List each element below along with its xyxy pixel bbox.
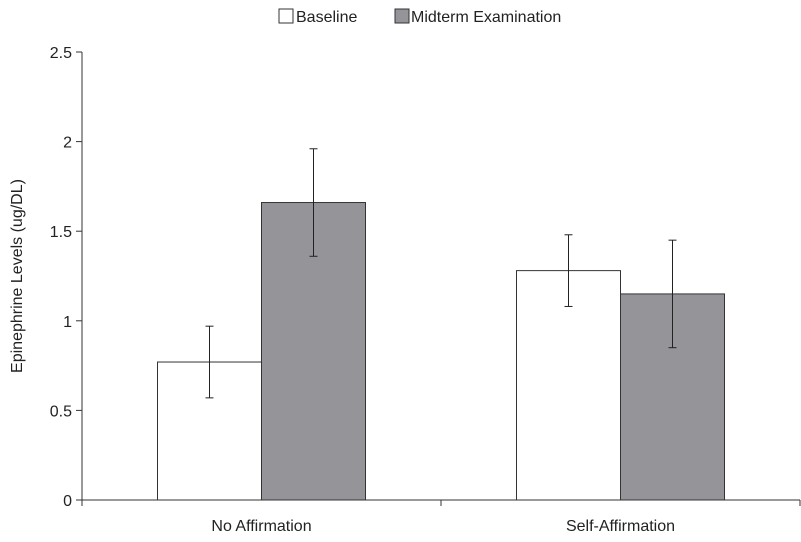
- y-axis-label: Epinephrine Levels (ug/DL): [9, 179, 26, 373]
- x-tick-label: Self-Affirmation: [566, 518, 675, 535]
- legend: Baseline Midterm Examination: [278, 8, 561, 26]
- bar-baseline: [516, 270, 621, 501]
- legend-label-midterm: Midterm Examination: [411, 9, 561, 26]
- y-tick-label: 1.5: [50, 224, 72, 241]
- legend-label-baseline: Baseline: [296, 9, 357, 26]
- error-bars: [205, 148, 677, 399]
- y-tick-label: 0: [63, 493, 72, 510]
- bars: [157, 202, 725, 501]
- x-tick-label: No Affirmation: [211, 518, 311, 535]
- y-tick-label: 0.5: [50, 403, 72, 420]
- y-ticks: 0 0.5 1 1.5 2 2.5: [50, 45, 82, 510]
- y-tick-label: 1: [63, 314, 72, 331]
- legend-swatch-midterm: [394, 8, 410, 24]
- legend-swatch-baseline: [278, 8, 294, 24]
- x-ticks: No Affirmation Self-Affirmation: [81, 500, 801, 535]
- y-tick-label: 2: [63, 135, 72, 152]
- y-tick-label: 2.5: [50, 45, 72, 62]
- bar-midterm: [620, 293, 725, 501]
